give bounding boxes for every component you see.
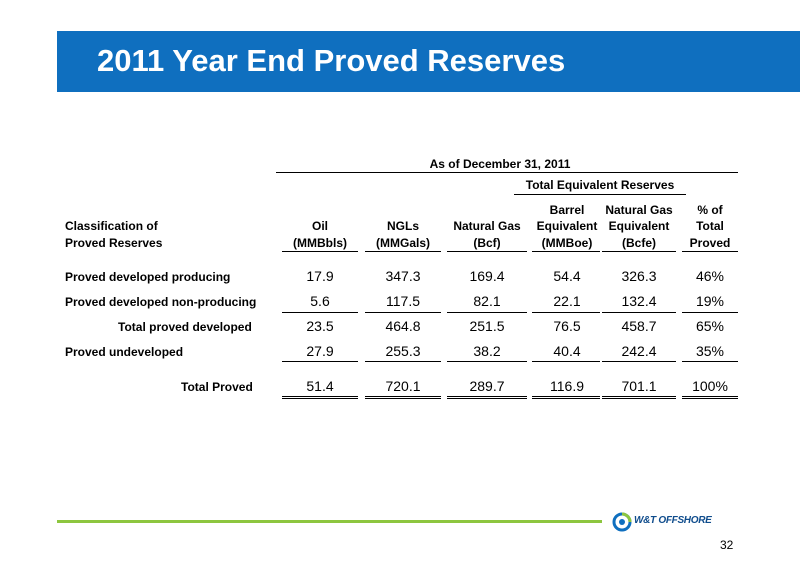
company-logo: W&T OFFSHORE [612,512,722,532]
subtotal-rule [447,312,527,313]
total-rule [447,361,527,362]
col-oil-rule [282,251,358,252]
cell-natgas: 82.1 [473,293,501,309]
total-equivalent-rule [514,194,686,195]
cell-natgas: 289.7 [469,378,505,394]
cell-ngls: 464.8 [385,318,421,334]
cell-oil: 5.6 [310,293,330,309]
cell-boe: 116.9 [550,378,584,394]
cell-boe: 54.4 [553,268,581,284]
cell-oil: 51.4 [306,378,334,394]
cell-pct: 65% [695,318,725,334]
cell-ngls: 117.5 [386,293,420,309]
cell-boe: 76.5 [553,318,581,334]
row-label: Proved undeveloped [65,345,184,359]
total-rule [532,361,600,362]
cell-bcfe: 242.4 [621,343,657,359]
grand-total-double-rule [602,396,676,399]
col-barrel-l2: Equivalent [536,219,598,233]
col-barrel-rule [532,251,600,252]
as-of-rule [276,172,738,173]
col-barrel-l3: (MMBoe) [541,236,593,250]
grand-total-double-rule [365,396,441,399]
row-label: Proved developed non-producing [65,295,257,309]
col-ngls-rule [365,251,441,252]
cell-bcfe: 458.7 [621,318,657,334]
subtotal-rule [365,312,441,313]
swirl-logo-icon [612,512,632,532]
cell-oil: 17.9 [306,268,334,284]
page-title: 2011 Year End Proved Reserves [97,43,566,78]
grand-total-double-rule [447,396,527,399]
cell-pct: 19% [695,293,725,309]
col-ngls-l3: (MMGals) [376,236,430,250]
total-rule [365,361,441,362]
cell-pct: 100% [692,378,728,394]
cell-ngls: 255.3 [385,343,421,359]
col-natgas-eq-rule [602,251,676,252]
col-pct-rule [682,251,738,252]
cell-ngls: 347.3 [385,268,421,284]
total-rule [282,361,358,362]
col-oil-l3: (MMBbls) [293,236,347,250]
col-ngls-l2: NGLs [386,219,419,233]
col-pct-l3: Proved [689,236,731,250]
cell-oil: 27.9 [306,343,334,359]
cell-natgas: 251.5 [469,318,505,334]
col-classification-l3: Proved Reserves [65,236,163,250]
col-natgas-eq-l2: Equivalent [608,219,670,233]
grand-total-double-rule [682,396,738,399]
total-equivalent-header: Total Equivalent Reserves [525,178,675,192]
cell-natgas: 38.2 [473,343,501,359]
col-pct-l2: Total [696,219,724,233]
row-label: Total Proved [181,380,253,394]
subtotal-rule [532,312,600,313]
col-natgas-l3: (Bcf) [473,236,501,250]
row-label: Total proved developed [118,320,252,334]
cell-ngls: 720.1 [385,378,421,394]
subtotal-rule [602,312,676,313]
total-rule [602,361,676,362]
col-natgas-eq-l3: (Bcfe) [621,236,656,250]
col-barrel-l1: Barrel [549,203,585,217]
cell-pct: 46% [695,268,725,284]
logo-text: W&T OFFSHORE [634,515,712,526]
cell-pct: 35% [695,343,725,359]
cell-boe: 40.4 [553,343,581,359]
subtotal-rule [682,312,738,313]
cell-boe: 22.1 [553,293,581,309]
col-pct-l1: % of [697,203,723,217]
col-classification-l2: Classification of [65,219,158,233]
cell-bcfe: 132.4 [621,293,657,309]
cell-bcfe: 701.1 [621,378,657,394]
grand-total-double-rule [532,396,600,399]
as-of-header: As of December 31, 2011 [429,157,571,171]
col-oil-l2: Oil [311,219,328,233]
total-rule [682,361,738,362]
row-label: Proved developed producing [65,270,231,284]
cell-oil: 23.5 [306,318,334,334]
subtotal-rule [282,312,358,313]
grand-total-double-rule [282,396,358,399]
col-natgas-l2: Natural Gas [453,219,521,233]
title-bar: 2011 Year End Proved Reserves [57,31,800,92]
page-number: 32 [720,538,734,552]
col-natgas-rule [447,251,527,252]
cell-bcfe: 326.3 [621,268,657,284]
cell-natgas: 169.4 [469,268,505,284]
col-natgas-eq-l1: Natural Gas [605,203,673,217]
footer-divider [57,520,602,523]
